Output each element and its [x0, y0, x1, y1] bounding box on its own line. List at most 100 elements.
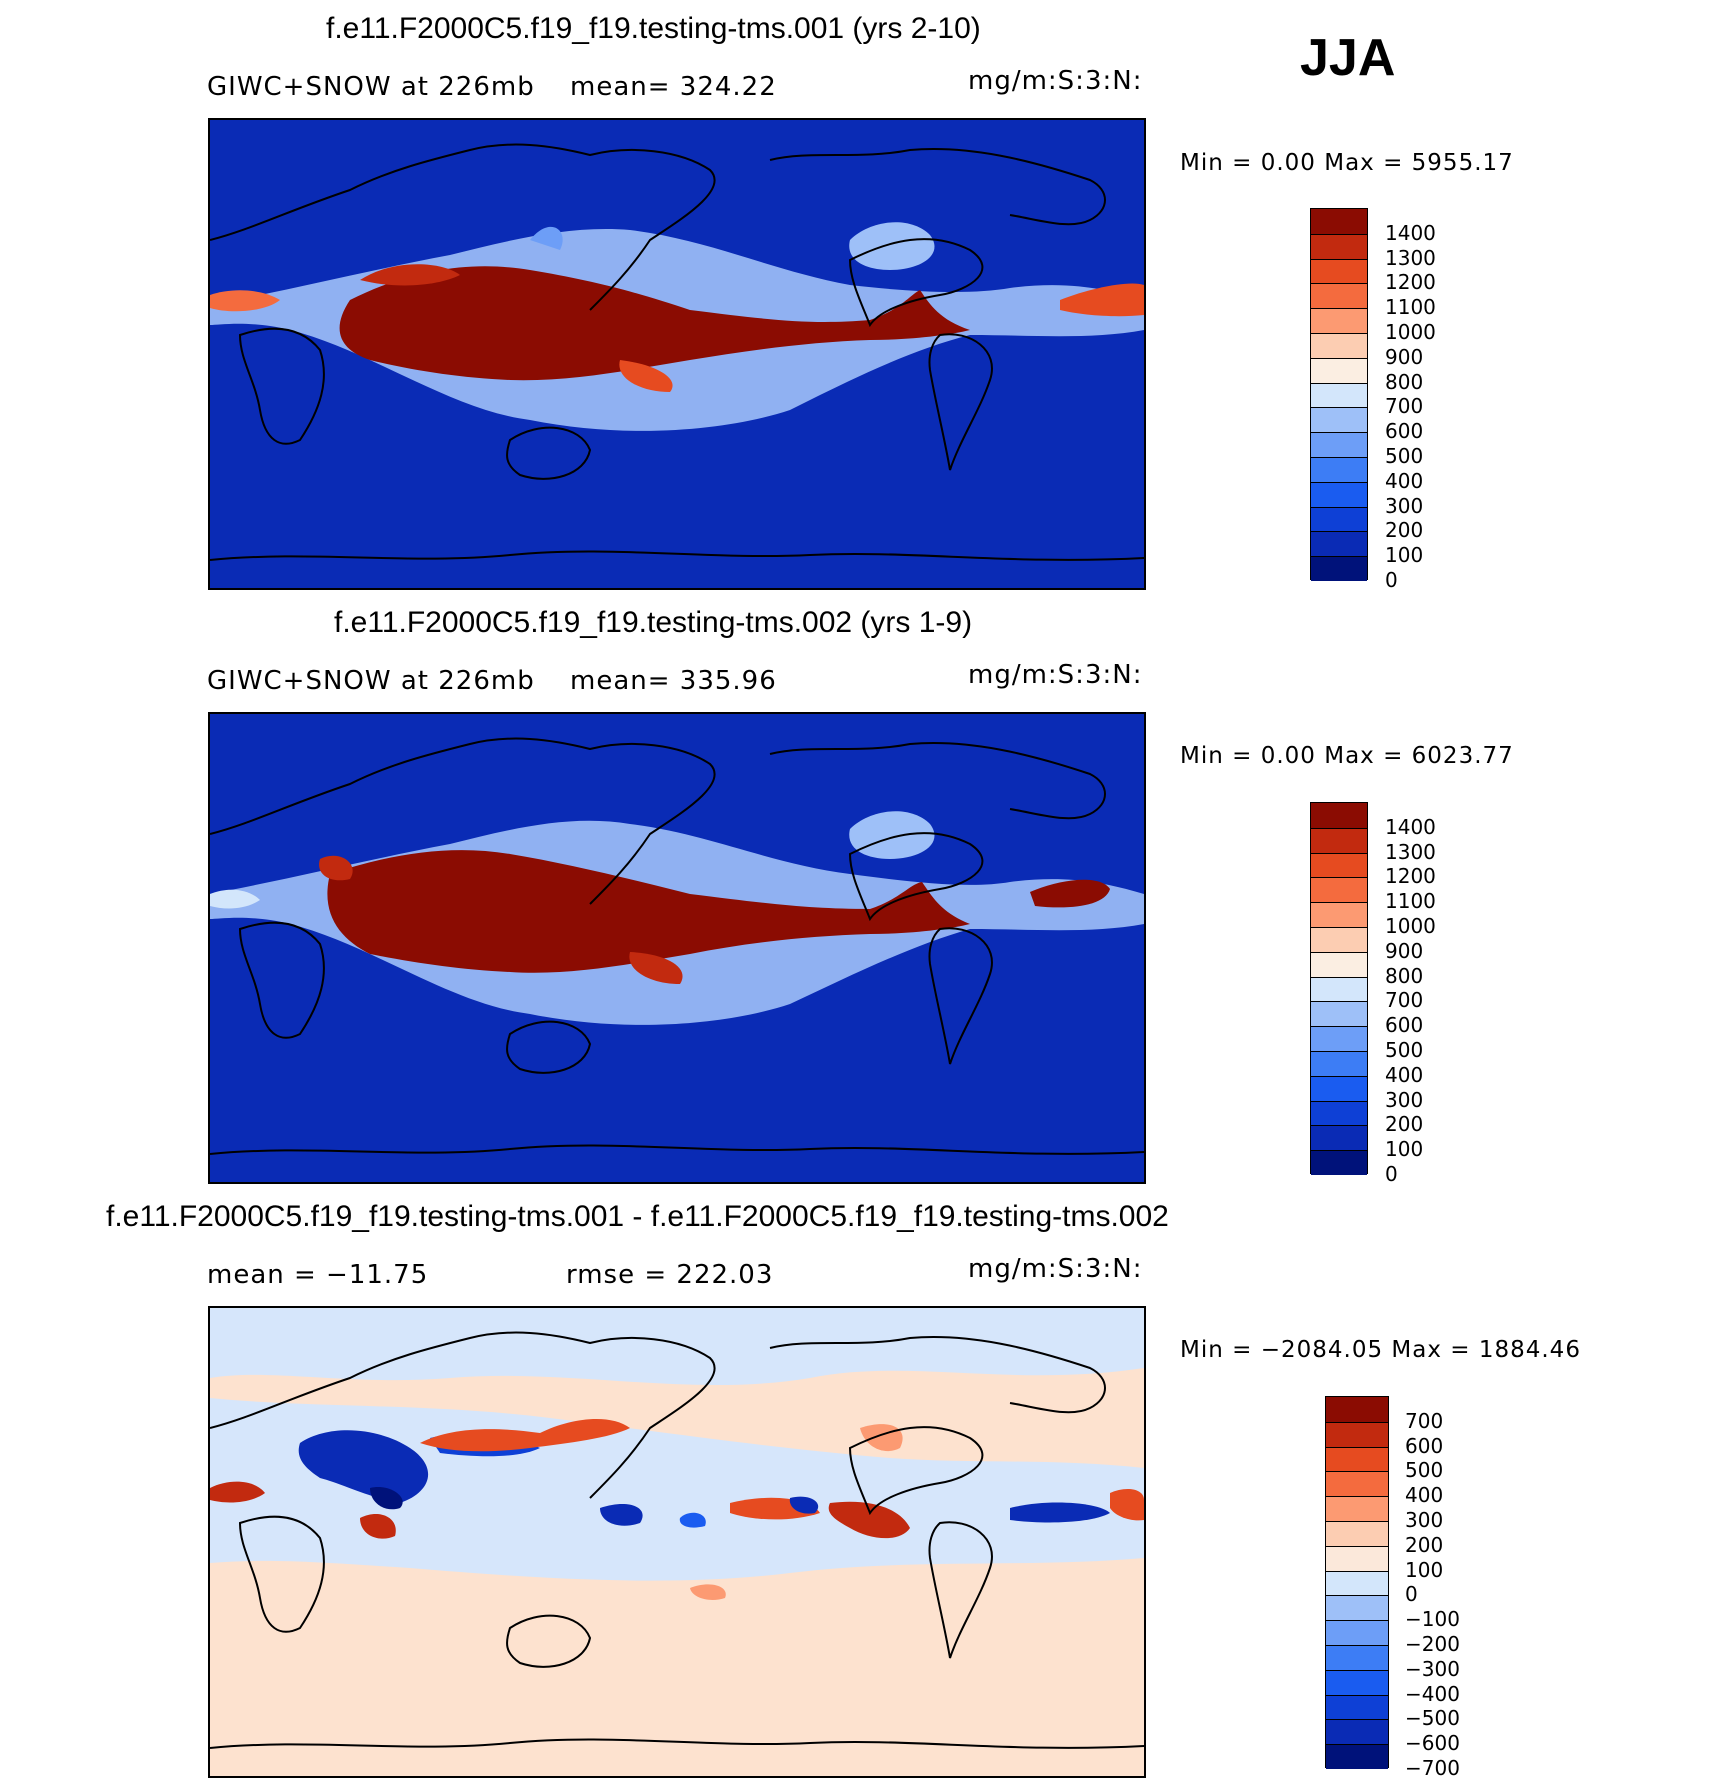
- panel-1-halo-na: [849, 222, 935, 270]
- colorbar-cell: [1326, 1397, 1388, 1422]
- colorbar-tick-label: 1400: [1385, 814, 1436, 839]
- colorbar-cell: [1311, 852, 1367, 878]
- colorbar-cell: [1311, 902, 1367, 927]
- colorbar-tick-label: 400: [1405, 1483, 1444, 1508]
- panel-2-atlantic-band: [1030, 879, 1110, 908]
- colorbar-tick-label: 700: [1385, 394, 1424, 419]
- colorbar-cell: [1311, 283, 1367, 309]
- colorbar-tick-label: 800: [1385, 369, 1424, 394]
- colorbar-cell: [1311, 951, 1367, 977]
- colorbar-tick-label: 1000: [1385, 914, 1436, 938]
- panel-3-map: [208, 1306, 1146, 1778]
- panel-1-mean-label: mean= 324.22: [570, 72, 777, 102]
- panel-1-atlantic-band: [1060, 283, 1144, 317]
- colorbar-cell: [1326, 1595, 1388, 1621]
- colorbar-tick-label: 1300: [1385, 839, 1436, 864]
- colorbar-cell: [1311, 556, 1367, 581]
- colorbar-tick-label: 0: [1405, 1582, 1418, 1607]
- colorbar-tick-label: −600: [1405, 1731, 1460, 1756]
- colorbar-tick-label: −400: [1405, 1681, 1460, 1706]
- panel-2-colorbar: [1310, 802, 1368, 1175]
- panel-3-africa-east-red: [360, 1514, 396, 1539]
- colorbar-cell: [1326, 1620, 1388, 1645]
- colorbar-cell: [1311, 1001, 1367, 1027]
- colorbar-tick-label: −300: [1405, 1656, 1460, 1681]
- colorbar-cell: [1311, 1075, 1367, 1101]
- colorbar-tick-label: −500: [1405, 1706, 1460, 1731]
- colorbar-tick-label: 200: [1385, 1112, 1424, 1137]
- colorbar-tick-label: −200: [1405, 1632, 1460, 1656]
- panel-3-minmax: Min = −2084.05 Max = 1884.46: [1180, 1337, 1581, 1363]
- panel-3-rmse-label: rmse = 222.03: [566, 1260, 774, 1290]
- colorbar-tick-label: 200: [1405, 1532, 1444, 1557]
- colorbar-tick-label: 100: [1385, 543, 1424, 568]
- panel-1-colorbar: [1310, 208, 1368, 581]
- panel-2-units: mg/m:S:3:N:: [968, 660, 1143, 690]
- panel-3-china-red: [420, 1418, 630, 1452]
- colorbar-tick-label: 600: [1385, 1013, 1424, 1038]
- panel-2-minmax: Min = 0.00 Max = 6023.77: [1180, 743, 1514, 769]
- colorbar-cell: [1326, 1421, 1388, 1447]
- panel-1-title: f.e11.F2000C5.f19_f19.testing-tms.001 (y…: [326, 12, 981, 45]
- colorbar-tick-label: 300: [1405, 1508, 1444, 1532]
- colorbar-cell: [1311, 877, 1367, 903]
- panel-3-colorbar: [1325, 1396, 1389, 1769]
- colorbar-cell: [1311, 481, 1367, 507]
- colorbar-cell: [1326, 1570, 1388, 1596]
- panel-2-mean-label: mean= 335.96: [570, 666, 777, 696]
- panel-3-mean-label: mean = −11.75: [207, 1260, 429, 1290]
- colorbar-cell: [1311, 333, 1367, 358]
- panel-1-minmax: Min = 0.00 Max = 5955.17: [1180, 150, 1514, 176]
- colorbar-cell: [1326, 1471, 1388, 1497]
- colorbar-tick-label: 700: [1405, 1408, 1444, 1433]
- panel-2-title: f.e11.F2000C5.f19_f19.testing-tms.002 (y…: [334, 606, 973, 639]
- colorbar-tick-label: 500: [1405, 1458, 1444, 1483]
- colorbar-tick-label: 0: [1385, 1162, 1398, 1186]
- panel-2-variable-label: GIWC+SNOW at 226mb: [207, 666, 535, 696]
- colorbar-cell: [1311, 407, 1367, 433]
- colorbar-cell: [1311, 927, 1367, 952]
- colorbar-cell: [1326, 1446, 1388, 1472]
- colorbar-tick-label: 400: [1385, 468, 1424, 493]
- colorbar-cell: [1311, 803, 1367, 828]
- colorbar-tick-label: 900: [1385, 938, 1424, 963]
- panel-3-coastlines: [210, 1331, 1144, 1749]
- panel-2-itcz: [327, 850, 970, 973]
- colorbar-cell: [1311, 827, 1367, 853]
- colorbar-cell: [1326, 1719, 1388, 1745]
- panel-2-map: [208, 712, 1146, 1184]
- colorbar-tick-label: 700: [1385, 988, 1424, 1013]
- colorbar-cell: [1311, 308, 1367, 333]
- colorbar-cell: [1326, 1496, 1388, 1521]
- panel-3-map-svg: [210, 1308, 1144, 1776]
- colorbar-tick-label: 300: [1385, 493, 1424, 518]
- colorbar-tick-label: 200: [1385, 518, 1424, 543]
- panel-1-coastlines: [210, 143, 1144, 561]
- panel-3-atlantic-blue: [1010, 1502, 1110, 1523]
- colorbar-tick-label: 500: [1385, 444, 1424, 468]
- colorbar-tick-label: 1100: [1385, 295, 1436, 320]
- colorbar-tick-label: 1400: [1385, 220, 1436, 245]
- colorbar-tick-label: 500: [1385, 1038, 1424, 1062]
- panel-2-map-svg: [210, 714, 1144, 1182]
- colorbar-tick-label: 600: [1405, 1433, 1444, 1458]
- colorbar-tick-label: −700: [1405, 1756, 1460, 1780]
- colorbar-cell: [1326, 1744, 1388, 1769]
- colorbar-cell: [1311, 382, 1367, 408]
- colorbar-tick-label: 1200: [1385, 864, 1436, 889]
- colorbar-tick-label: 800: [1385, 963, 1424, 988]
- colorbar-cell: [1311, 1100, 1367, 1126]
- colorbar-cell: [1311, 457, 1367, 482]
- colorbar-cell: [1311, 1150, 1367, 1175]
- panel-1-africa-west: [210, 290, 280, 312]
- colorbar-tick-label: 100: [1385, 1137, 1424, 1162]
- colorbar-cell: [1311, 432, 1367, 457]
- colorbar-cell: [1311, 258, 1367, 284]
- panel-3-units: mg/m:S:3:N:: [968, 1254, 1143, 1284]
- colorbar-cell: [1311, 209, 1367, 234]
- colorbar-cell: [1311, 976, 1367, 1002]
- panel-1-variable-label: GIWC+SNOW at 226mb: [207, 72, 535, 102]
- panel-3-title: f.e11.F2000C5.f19_f19.testing-tms.001 - …: [106, 1200, 1169, 1233]
- colorbar-cell: [1326, 1545, 1388, 1571]
- panel-3-india-blue: [298, 1430, 429, 1503]
